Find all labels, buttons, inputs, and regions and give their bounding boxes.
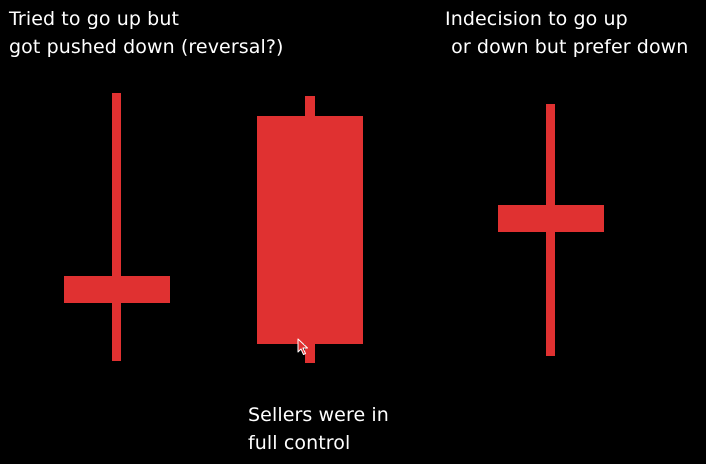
arrow-cursor-icon — [297, 338, 308, 355]
spinning-top-candle — [498, 104, 604, 356]
annotation-indecision: Indecision to go up or down but prefer d… — [445, 8, 689, 58]
candle-wick — [112, 93, 121, 361]
bearish-marubozu-candle — [257, 96, 363, 363]
annotation-reversal: Tried to go up but got pushed down (reve… — [9, 8, 284, 58]
candle-body — [64, 276, 170, 303]
candle-body — [498, 205, 604, 232]
inverted-hammer-candle — [64, 93, 170, 361]
candle-body — [257, 116, 363, 344]
annotation-sellers-control: Sellers were in full control — [248, 404, 389, 454]
